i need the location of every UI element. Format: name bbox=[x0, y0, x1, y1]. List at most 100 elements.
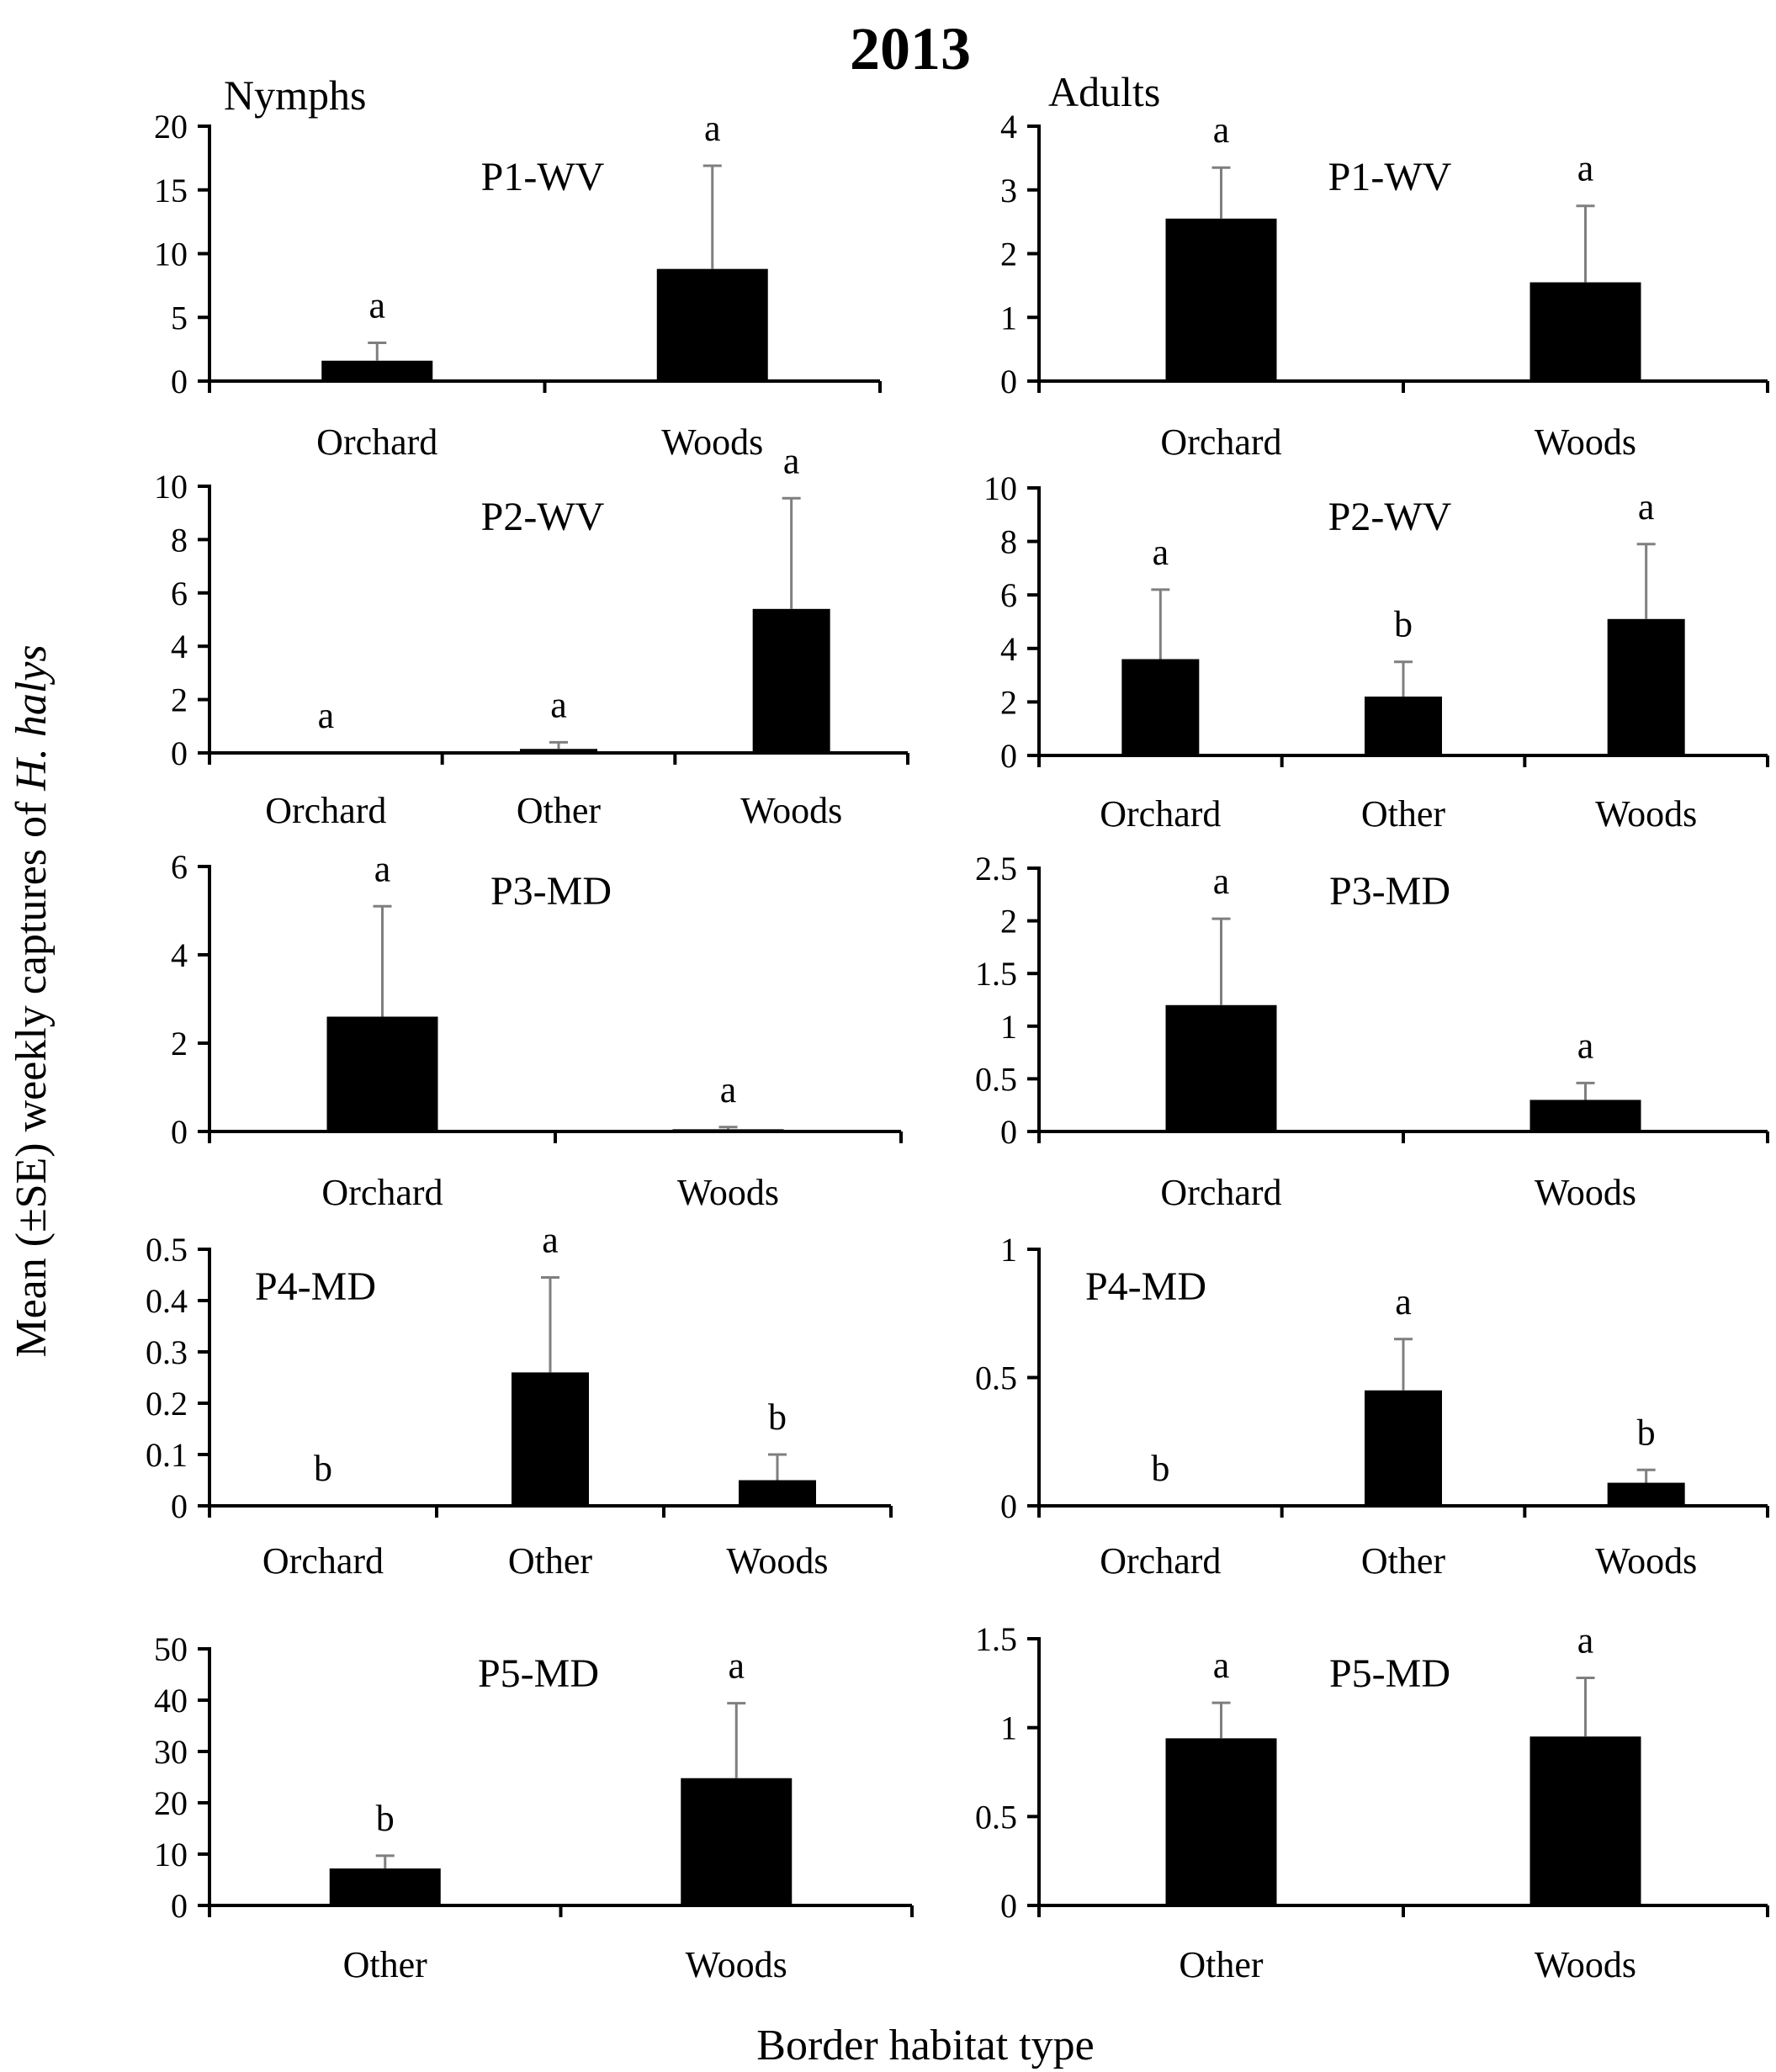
bar bbox=[1365, 1390, 1442, 1506]
bar bbox=[512, 1372, 589, 1506]
panel-name: P4-MD bbox=[1085, 1264, 1206, 1309]
panel-name: P5-MD bbox=[1329, 1651, 1450, 1696]
x-category-label: Orchard bbox=[316, 421, 437, 463]
y-tick-label: 6 bbox=[171, 848, 188, 886]
significance-letter: b bbox=[768, 1396, 787, 1438]
bar bbox=[1121, 659, 1200, 755]
bar bbox=[326, 1016, 438, 1131]
x-category-label: Other bbox=[1361, 1540, 1446, 1582]
x-category-label: Woods bbox=[661, 421, 763, 463]
y-tick-label: 1 bbox=[1000, 299, 1017, 337]
x-category-label: Woods bbox=[1595, 793, 1697, 835]
x-category-label: Other bbox=[1361, 793, 1446, 835]
chart-panel-p1-wv-adults: P1-WV 0 1 2 3 4 a Orchard a Woods bbox=[1000, 108, 1769, 463]
x-category-label: Other bbox=[1179, 1944, 1264, 1985]
y-tick-label: 10 bbox=[154, 1836, 188, 1873]
y-tick-label: 8 bbox=[1000, 523, 1017, 561]
significance-letter: a bbox=[368, 285, 385, 326]
x-axis-title: Border habitat type bbox=[756, 2022, 1094, 2069]
y-tick-label: 5 bbox=[171, 299, 188, 337]
x-category-label: Orchard bbox=[265, 790, 386, 831]
x-category-label: Woods bbox=[1535, 1172, 1636, 1213]
bar bbox=[1607, 1482, 1685, 1506]
x-category-label: Orchard bbox=[1100, 1540, 1221, 1582]
x-category-label: Woods bbox=[1535, 421, 1636, 463]
x-category-label: Other bbox=[508, 1540, 593, 1582]
x-category-label: Orchard bbox=[321, 1172, 443, 1213]
x-category-label: Other bbox=[517, 790, 602, 831]
y-tick-label: 10 bbox=[983, 469, 1017, 507]
y-tick-label: 4 bbox=[171, 628, 188, 665]
y-tick-label: 0 bbox=[171, 1887, 188, 1925]
y-tick-label: 1 bbox=[1000, 1709, 1017, 1747]
significance-letter: a bbox=[374, 848, 391, 889]
significance-letter: a bbox=[1213, 861, 1230, 902]
significance-letter: b bbox=[1637, 1412, 1656, 1453]
chart-panel-p3-md-adults: P3-MD 0 0.5 1 1.5 2 2.5 a Orchard a Woods bbox=[975, 850, 1769, 1213]
figure-title: 2013 bbox=[850, 15, 971, 82]
bar bbox=[1529, 1736, 1641, 1905]
y-tick-label: 0 bbox=[1000, 1113, 1017, 1151]
chart-panel-p4-md-adults: P4-MD 0 0.5 1 b Orchard a Other b Woods bbox=[975, 1231, 1769, 1582]
y-tick-label: 30 bbox=[154, 1733, 188, 1771]
bar bbox=[321, 360, 433, 381]
x-category-label: Orchard bbox=[262, 1540, 384, 1582]
y-tick-label: 20 bbox=[154, 108, 188, 146]
chart-panel-p4-md-nymphs: P4-MD 0 0.1 0.2 0.3 0.4 0.5 b Orchard a Other b Wood… bbox=[146, 1220, 893, 1582]
significance-letter: a bbox=[1638, 486, 1655, 527]
panel-name: P2-WV bbox=[481, 495, 605, 539]
y-tick-label: 4 bbox=[171, 936, 188, 974]
significance-letter: a bbox=[1153, 532, 1169, 573]
chart-panel-p2-wv-adults: P2-WV 0 2 4 6 8 10 a Orchard b Other a Woods bbox=[983, 469, 1769, 835]
y-tick-label: 20 bbox=[154, 1784, 188, 1822]
y-tick-label: 2 bbox=[1000, 236, 1017, 273]
significance-letter: b bbox=[376, 1798, 395, 1839]
y-tick-label: 0.1 bbox=[146, 1436, 188, 1474]
chart-panel-p5-md-nymphs: P5-MD 0 10 20 30 40 50 b Other a Woods bbox=[154, 1630, 914, 1985]
bar bbox=[1529, 282, 1641, 381]
significance-letter: a bbox=[550, 684, 567, 725]
y-tick-label: 4 bbox=[1000, 108, 1017, 146]
y-tick-label: 0.5 bbox=[146, 1231, 188, 1269]
y-tick-label: 1.5 bbox=[975, 1620, 1017, 1658]
panel-name: P1-WV bbox=[1328, 155, 1452, 199]
y-tick-label: 0 bbox=[171, 1487, 188, 1525]
significance-letter: a bbox=[1213, 109, 1230, 151]
x-category-label: Woods bbox=[1595, 1540, 1697, 1582]
x-category-label: Woods bbox=[686, 1944, 787, 1985]
x-category-label: Woods bbox=[677, 1172, 779, 1213]
significance-letter: a bbox=[704, 108, 721, 149]
panel-name: P4-MD bbox=[255, 1264, 376, 1309]
y-tick-label: 10 bbox=[154, 236, 188, 273]
bar bbox=[1607, 618, 1685, 755]
y-tick-label: 10 bbox=[154, 468, 188, 506]
y-tick-label: 0.4 bbox=[146, 1282, 188, 1320]
y-tick-label: 2 bbox=[171, 1025, 188, 1062]
y-tick-label: 0 bbox=[1000, 1887, 1017, 1925]
bar bbox=[1365, 697, 1442, 755]
y-tick-label: 0 bbox=[1000, 1487, 1017, 1525]
x-category-label: Woods bbox=[740, 790, 842, 831]
bar bbox=[1165, 218, 1277, 381]
column-label-nymphs: Nymphs bbox=[224, 72, 366, 119]
y-tick-label: 1.5 bbox=[975, 955, 1017, 993]
x-category-label: Orchard bbox=[1100, 793, 1221, 835]
y-tick-label: 2 bbox=[171, 681, 188, 719]
y-tick-label: 1 bbox=[1000, 1231, 1017, 1269]
y-tick-label: 2 bbox=[1000, 903, 1017, 941]
x-category-label: Orchard bbox=[1160, 1172, 1281, 1213]
significance-letter: a bbox=[783, 440, 800, 481]
bar bbox=[1165, 1004, 1277, 1131]
significance-letter: a bbox=[720, 1069, 737, 1110]
x-category-label: Orchard bbox=[1160, 421, 1281, 463]
y-tick-label: 0.5 bbox=[975, 1060, 1017, 1098]
chart-panel-p1-wv-nymphs: P1-WV 0 5 10 15 20 a Orchard a Woods bbox=[154, 108, 882, 463]
chart-panel-p2-wv-nymphs: P2-WV 0 2 4 6 8 10 a Orchard a Other a Woods bbox=[154, 440, 909, 831]
significance-letter: a bbox=[728, 1645, 745, 1687]
y-tick-label: 4 bbox=[1000, 630, 1017, 668]
panel-name: P1-WV bbox=[481, 155, 605, 199]
y-tick-label: 0.5 bbox=[975, 1798, 1017, 1836]
y-tick-label: 0 bbox=[171, 734, 188, 772]
x-category-label: Other bbox=[343, 1944, 428, 1985]
